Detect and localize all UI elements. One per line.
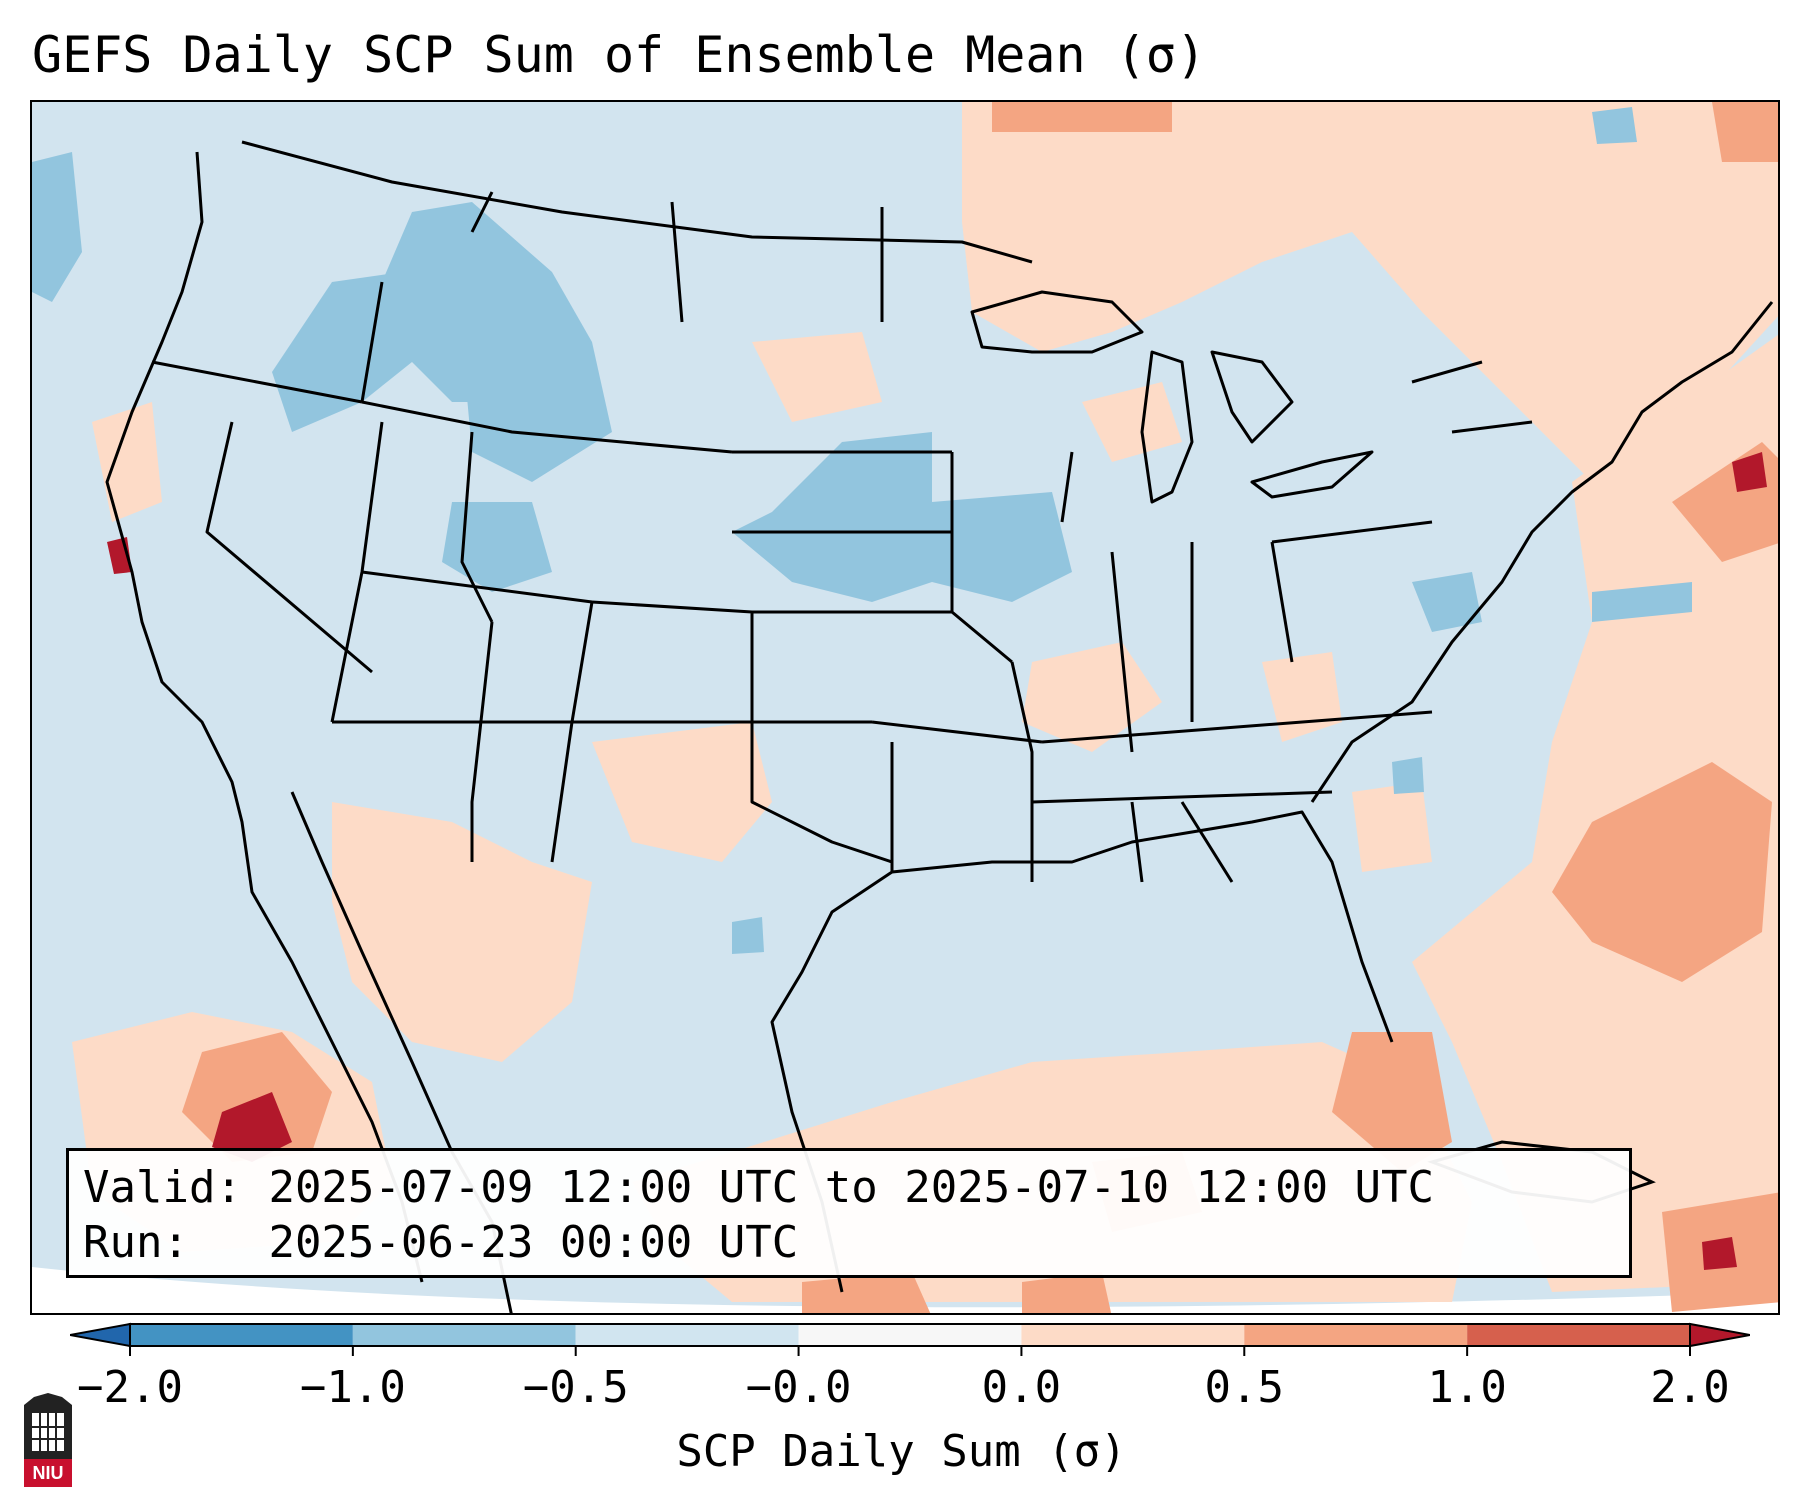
colorbar-extend-over — [1689, 1322, 1751, 1348]
anomaly-positive-strong — [107, 452, 1767, 1270]
valid-value: 2025-07-09 12:00 UTC to 2025-07-10 12:00… — [268, 1162, 1435, 1213]
colorbar-bin — [798, 1324, 1022, 1346]
colorbar-outline — [129, 1323, 1691, 1347]
colorbar-bin — [1021, 1324, 1245, 1346]
atlantic-coastline — [1310, 301, 1774, 803]
colorbar-bin — [352, 1324, 576, 1346]
colorbar-tick-label: 1.0 — [1427, 1362, 1507, 1413]
niu-logo-text: NIU — [32, 1463, 64, 1483]
lake-michigan — [1140, 350, 1194, 504]
colorbar-bin — [575, 1324, 799, 1346]
lake-huron — [1210, 350, 1294, 444]
colorbar-tick-label: 2.0 — [1650, 1362, 1730, 1413]
valid-row: Valid: 2025-07-09 12:00 UTC to 2025-07-1… — [83, 1160, 1629, 1215]
colorbar-tick-label: 0.5 — [1204, 1362, 1285, 1413]
colorbar-tick-label: −0.0 — [745, 1362, 852, 1413]
colorbar — [69, 1318, 1751, 1362]
valid-label: Valid: — [83, 1162, 242, 1213]
pacific-coastline — [105, 151, 424, 1283]
colorbar-bin — [1467, 1324, 1690, 1346]
anomaly-negative — [32, 107, 1692, 954]
colorbar-extend-under — [69, 1322, 131, 1348]
projection-outside — [32, 1267, 1778, 1313]
colorbar-label: SCP Daily Sum (σ) — [676, 1426, 1127, 1477]
run-value: 2025-06-23 00:00 UTC — [268, 1217, 799, 1268]
colorbar-tick-label: 0.0 — [981, 1362, 1062, 1413]
us-canada-border — [241, 140, 1033, 264]
colorbar-bin — [1244, 1324, 1468, 1346]
niu-logo: NIU — [20, 1393, 76, 1493]
lake-superior — [970, 290, 1144, 354]
colorbar-tick-label: −2.0 — [77, 1362, 183, 1413]
map-panel — [30, 100, 1780, 1315]
lake-erie — [1250, 450, 1374, 499]
validity-info-box: Valid: 2025-07-09 12:00 UTC to 2025-07-1… — [66, 1148, 1632, 1278]
niu-logo-icon — [24, 1393, 72, 1487]
chart-title: GEFS Daily SCP Sum of Ensemble Mean (σ) — [32, 26, 1206, 84]
run-row: Run: 2025-06-23 00:00 UTC — [83, 1215, 1629, 1270]
colorbar-tick-label: −0.5 — [522, 1362, 629, 1413]
run-label: Run: — [83, 1217, 189, 1268]
map-canvas — [32, 102, 1778, 1313]
colorbar-tick-label: −1.0 — [299, 1362, 406, 1413]
colorbar-bin — [130, 1324, 353, 1346]
gulf-coastline-east — [891, 810, 1394, 1043]
anomaly-positive-light — [72, 102, 1778, 1302]
colorbar-svg — [69, 1322, 1751, 1356]
